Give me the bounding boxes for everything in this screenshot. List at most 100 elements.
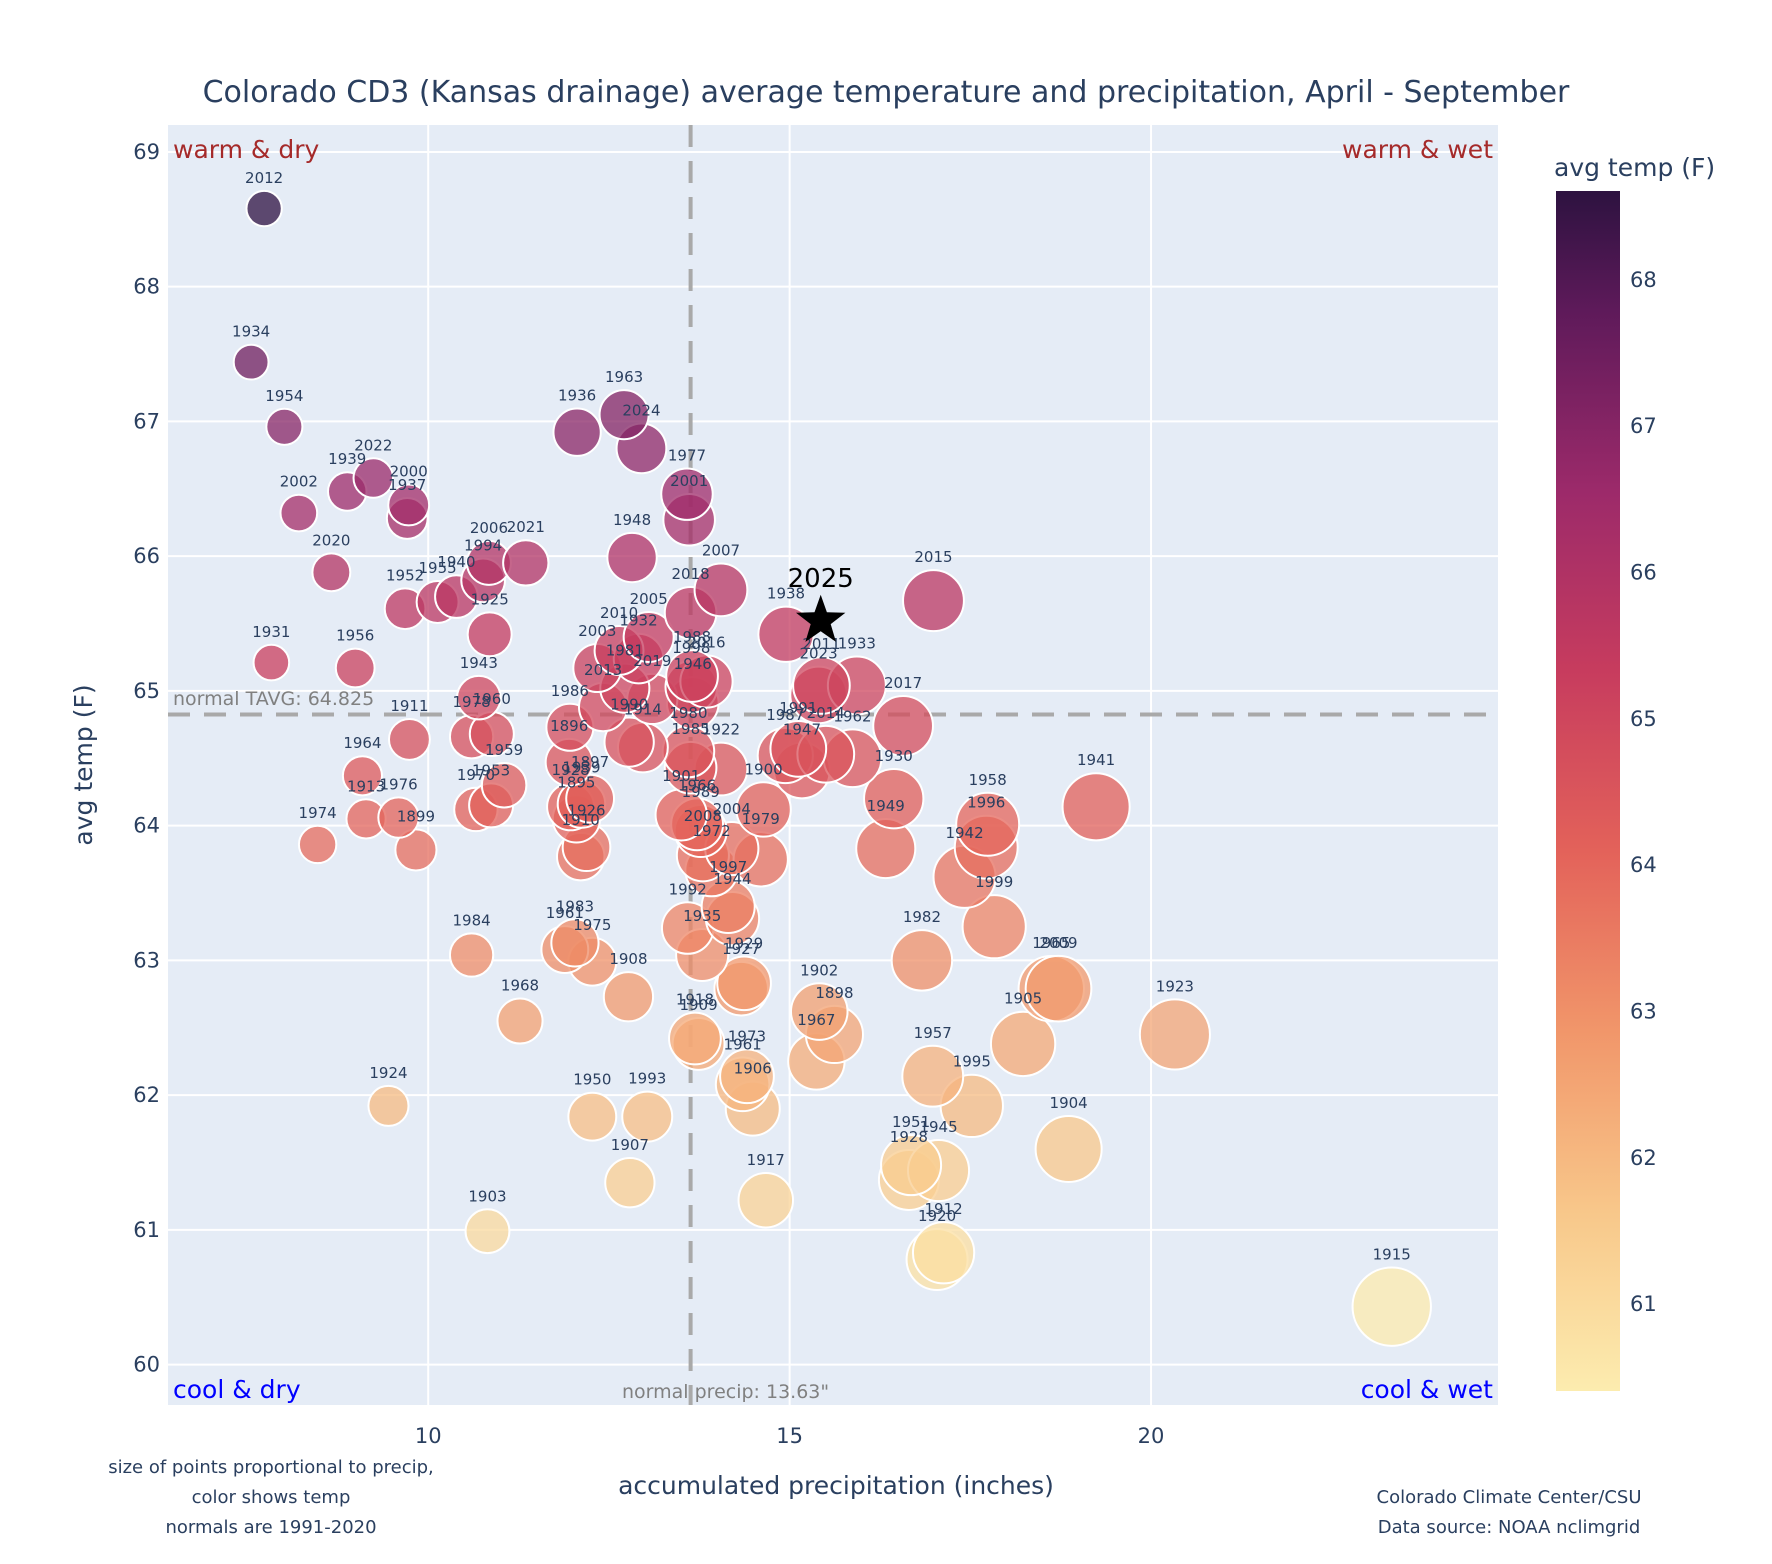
point-label: 2011 — [802, 635, 840, 653]
data-point — [604, 1157, 656, 1209]
data-point — [693, 562, 749, 618]
data-point — [567, 1091, 618, 1142]
highlight-label: 2025 — [788, 564, 854, 594]
colorbar-title: avg temp (F) — [1554, 153, 1715, 182]
point-label: 1901 — [662, 767, 700, 785]
point-label: 2020 — [312, 531, 350, 549]
point-label: 1974 — [299, 804, 337, 822]
point-label: 1958 — [969, 771, 1007, 789]
point-label: 1991 — [779, 699, 817, 717]
point-label: 1981 — [606, 642, 644, 660]
point-label: 1949 — [867, 797, 905, 815]
point-label: 2005 — [630, 590, 668, 608]
data-point — [311, 552, 352, 593]
point-label: 1967 — [797, 1011, 835, 1029]
point-label: 1923 — [1156, 977, 1194, 995]
point-label: 1931 — [252, 623, 290, 641]
point-label: 1926 — [567, 801, 605, 819]
data-point — [387, 717, 431, 761]
point-label: 1953 — [472, 761, 510, 779]
colorbar-tick-label: 64 — [1630, 853, 1657, 877]
colorbar-tick-label: 62 — [1630, 1146, 1657, 1170]
point-label: 1927 — [722, 940, 760, 958]
data-point — [737, 1171, 795, 1229]
data-point — [552, 407, 602, 457]
data-point — [1138, 998, 1211, 1071]
point-label: 2014 — [807, 704, 845, 722]
y-tick-label: 69 — [133, 140, 160, 164]
data-point — [279, 493, 319, 533]
point-label: 2024 — [622, 401, 660, 419]
point-label: 1980 — [669, 704, 707, 722]
point-label: 1895 — [557, 773, 595, 791]
point-label: 1915 — [1373, 1245, 1411, 1263]
point-label: 1983 — [556, 897, 594, 915]
data-point — [1034, 1114, 1103, 1184]
data-point — [660, 467, 714, 521]
point-label: 1989 — [682, 783, 720, 801]
point-label: 1928 — [890, 1128, 928, 1146]
normal-precip-label: normal precip: 13.63" — [622, 1381, 829, 1403]
point-label: 1996 — [967, 794, 1005, 812]
point-label: 1940 — [437, 553, 475, 571]
point-label: 1917 — [747, 1151, 785, 1169]
point-label: 2021 — [507, 518, 545, 536]
point-label: 2012 — [245, 169, 283, 187]
point-label: 1998 — [672, 639, 710, 657]
point-label: 1905 — [1004, 990, 1042, 1008]
data-point — [792, 656, 851, 715]
colorbar — [1556, 191, 1620, 1391]
point-label: 1962 — [833, 707, 871, 725]
quadrant-warm-dry: warm & dry — [173, 135, 319, 164]
point-label: 1937 — [388, 476, 426, 494]
point-label: 2009 — [1039, 934, 1077, 952]
data-point — [297, 824, 338, 865]
point-label: 1979 — [742, 810, 780, 828]
data-point — [863, 767, 925, 830]
point-label: 1956 — [336, 627, 374, 645]
data-points — [232, 189, 1432, 1347]
data-point — [245, 189, 283, 228]
point-label: 1902 — [800, 961, 838, 979]
colorbar-tick-label: 61 — [1630, 1292, 1657, 1316]
point-label: 2008 — [684, 807, 722, 825]
point-label: 1932 — [619, 612, 657, 630]
credit-line-2: Data source: NOAA nclimgrid — [1378, 1517, 1641, 1538]
point-label: 1929 — [725, 934, 763, 952]
point-label: 1966 — [678, 776, 716, 794]
data-point — [334, 647, 376, 689]
note-line-1: size of points proportional to precip, — [108, 1457, 434, 1478]
point-label: 1899 — [397, 807, 435, 825]
data-point — [719, 1048, 775, 1105]
point-label: 2010 — [600, 604, 638, 622]
point-label: 1907 — [611, 1136, 649, 1154]
point-label: 1963 — [605, 368, 643, 386]
point-label: 1944 — [713, 870, 751, 888]
point-label: 1988 — [673, 628, 711, 646]
colorbar-tick-label: 68 — [1630, 268, 1657, 292]
note-line-3: normals are 1991-2020 — [165, 1517, 376, 1538]
data-point — [1061, 772, 1131, 842]
point-label: 2000 — [390, 463, 428, 481]
point-label: 1954 — [265, 387, 303, 405]
data-point — [377, 796, 420, 839]
point-label: 1973 — [728, 1027, 766, 1045]
point-label: 1904 — [1050, 1094, 1088, 1112]
data-point — [252, 643, 291, 682]
point-label: 1911 — [390, 697, 428, 715]
point-label: 1999 — [975, 873, 1013, 891]
data-point — [790, 982, 849, 1041]
point-label: 1975 — [573, 916, 611, 934]
point-label: 1898 — [815, 984, 853, 1002]
y-tick-label: 68 — [133, 275, 160, 299]
point-label: 2023 — [799, 645, 837, 663]
data-point — [602, 971, 655, 1023]
point-label: 2001 — [670, 472, 708, 490]
data-point — [496, 997, 544, 1045]
point-label: 1957 — [914, 1024, 952, 1042]
point-label: 1933 — [838, 635, 876, 653]
point-label: 1941 — [1077, 751, 1115, 769]
point-label: 1914 — [624, 701, 662, 719]
star-marker — [796, 594, 846, 642]
point-label: 1994 — [464, 537, 502, 555]
